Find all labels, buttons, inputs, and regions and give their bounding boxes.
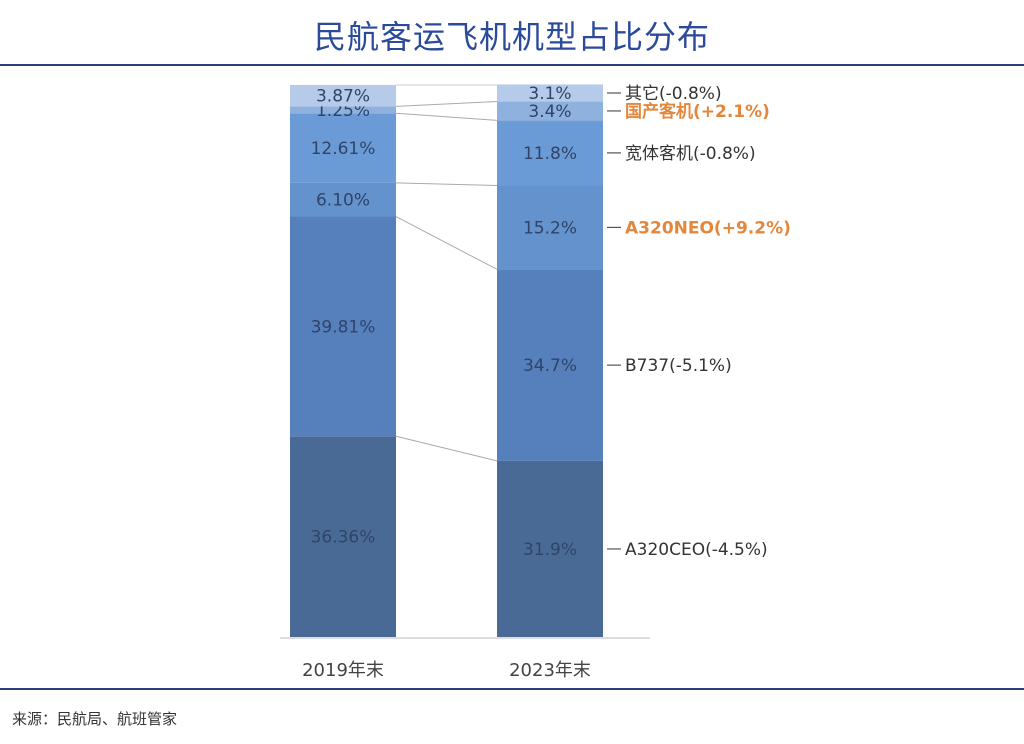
bar-segment-0-3 (290, 113, 396, 183)
data-label: 31.9% (523, 540, 577, 560)
bar-segment-1-1 (497, 269, 603, 461)
title-divider (0, 64, 1024, 66)
bar-segment-1-2 (497, 185, 603, 270)
bar-segment-1-3 (497, 120, 603, 186)
footer-divider (0, 688, 1024, 690)
bar-segment-1-5 (497, 84, 603, 102)
connector-line (395, 112, 498, 121)
connector-line (395, 182, 498, 186)
connector-line (395, 435, 498, 462)
bar-segment-0-2 (290, 182, 396, 217)
data-label: 3.87% (316, 87, 370, 107)
chart-title: 民航客运飞机机型占比分布 (313, 18, 710, 56)
legend-label: A320CEO(-4.5%) (625, 540, 768, 560)
connector-line (395, 216, 498, 270)
legend-label: 宽体客机(-0.8%) (625, 144, 756, 164)
data-label: 12.61% (311, 139, 376, 159)
bar-segment-1-0 (497, 460, 603, 637)
data-label: 3.4% (528, 102, 571, 122)
bar-segment-1-4 (497, 101, 603, 121)
bar-segment-0-0 (290, 436, 396, 637)
source-note: 来源：民航局、航班管家 (12, 710, 178, 728)
data-label: 36.36% (311, 528, 376, 548)
legend-label: 其它(-0.8%) (625, 84, 722, 104)
legend-label: A320NEO(+9.2%) (625, 218, 791, 238)
data-label: 11.8% (523, 144, 577, 164)
data-label: 3.1% (528, 84, 571, 104)
data-label: 15.2% (523, 218, 577, 238)
data-label: 39.81% (311, 317, 376, 337)
bar-segment-0-5 (290, 85, 396, 107)
x-tick-label: 2019年末 (302, 660, 384, 681)
legend-label: B737(-5.1%) (625, 356, 732, 376)
bar-segment-0-1 (290, 216, 396, 437)
x-tick-label: 2023年末 (509, 660, 591, 681)
data-label: 34.7% (523, 356, 577, 376)
bar-segment-0-4 (290, 106, 396, 114)
connector-line (395, 101, 498, 107)
legend-label: 国产客机(+2.1%) (625, 101, 770, 122)
data-label: 6.10% (316, 191, 370, 211)
